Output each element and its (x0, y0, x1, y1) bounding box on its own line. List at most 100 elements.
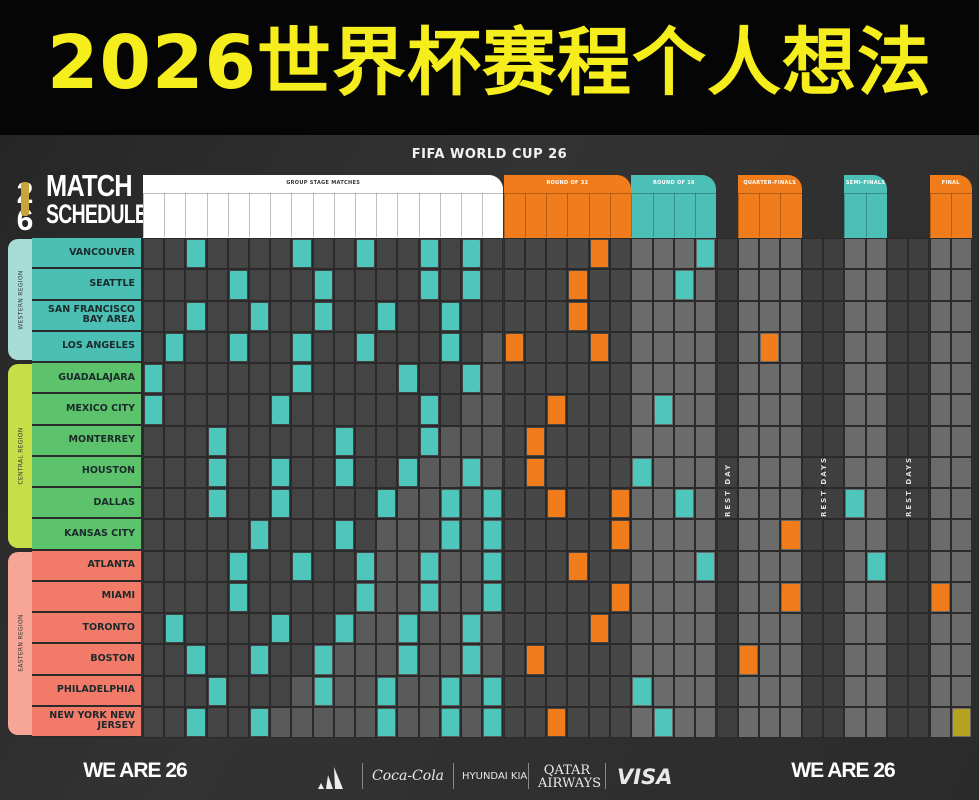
knockout-cell (652, 519, 674, 551)
group-cell (185, 269, 207, 301)
group-match-kansas-city (251, 521, 269, 549)
group-cell (143, 613, 165, 645)
group-cell (227, 706, 249, 738)
group-cell (270, 706, 292, 738)
knockout-cell (524, 394, 547, 426)
knockout-cell (865, 456, 887, 488)
knockout-cell (567, 456, 589, 488)
group-match-vancouver (420, 240, 438, 268)
city-label: MEXICO CITY (32, 394, 141, 426)
knockout-cell (759, 456, 781, 488)
date-column-header (865, 193, 888, 237)
group-cell (355, 519, 377, 551)
group-cell (397, 300, 419, 332)
knockout-cell (737, 363, 760, 395)
knockout-cell (610, 644, 632, 676)
knockout-cell (716, 581, 738, 613)
knockout-match-miami (612, 583, 630, 611)
group-cell (333, 706, 355, 738)
group-cell (164, 675, 186, 707)
city-label: MONTERREY (32, 425, 141, 457)
knockout-cell (886, 613, 909, 645)
group-cell (439, 269, 461, 301)
knockout-cell (865, 363, 887, 395)
group-cell (291, 675, 313, 707)
group-cell (397, 581, 419, 613)
knockout-cell (716, 613, 738, 645)
knockout-cell (908, 456, 930, 488)
knockout-cell (780, 550, 802, 582)
knockout-cell (844, 456, 866, 488)
group-cell (418, 300, 440, 332)
knockout-cell (737, 331, 760, 363)
group-cell (270, 300, 292, 332)
knockout-cell (759, 613, 781, 645)
group-match-mexico-city (272, 396, 290, 424)
group-cell (291, 519, 313, 551)
group-cell (206, 394, 228, 426)
knockout-cell (546, 613, 568, 645)
city-label: KANSAS CITY (32, 519, 141, 551)
group-cell (312, 456, 334, 488)
group-match-monterrey (335, 427, 353, 455)
knockout-cell (801, 488, 823, 520)
city-label: GUADALAJARA (32, 363, 141, 395)
group-cell (461, 675, 483, 707)
knockout-cell (737, 613, 760, 645)
knockout-cell (652, 269, 674, 301)
we-are-26-logo-left: WE ARE 26 (83, 759, 187, 782)
knockout-match-vancouver (697, 240, 715, 268)
knockout-cell (588, 706, 610, 738)
group-cell (355, 394, 377, 426)
knockout-cell (673, 425, 696, 457)
knockout-cell (908, 300, 930, 332)
group-cell (185, 456, 207, 488)
knockout-match-miami (931, 583, 949, 611)
date-column-header (397, 193, 420, 237)
knockout-cell (673, 613, 696, 645)
knockout-cell (886, 550, 909, 582)
group-match-new-york-new-jersey (251, 708, 269, 736)
knockout-cell (950, 519, 973, 551)
group-cell (355, 300, 377, 332)
knockout-cell (567, 394, 589, 426)
group-cell (185, 550, 207, 582)
group-cell (418, 363, 440, 395)
group-cell (164, 706, 186, 738)
group-cell (418, 488, 440, 520)
knockout-cell (610, 550, 632, 582)
group-cell (185, 394, 207, 426)
knockout-cell (780, 456, 802, 488)
knockout-match-philadelphia (633, 677, 651, 705)
date-column-header (376, 193, 399, 237)
knockout-cell (801, 425, 823, 457)
knockout-cell (588, 644, 610, 676)
knockout-cell (631, 581, 653, 613)
knockout-cell (908, 238, 930, 270)
group-cell (376, 238, 398, 270)
knockout-cell (950, 488, 973, 520)
knockout-cell (801, 394, 823, 426)
knockout-cell (865, 394, 887, 426)
group-cell (482, 425, 504, 457)
knockout-match-dallas (675, 490, 694, 518)
group-match-atlanta (229, 552, 247, 580)
knockout-cell (759, 238, 781, 270)
knockout-cell (631, 519, 653, 551)
group-cell (418, 706, 440, 738)
group-cell (185, 519, 207, 551)
knockout-cell (801, 581, 823, 613)
knockout-cell (652, 675, 674, 707)
group-cell (227, 363, 249, 395)
knockout-cell (716, 425, 738, 457)
group-cell (291, 613, 313, 645)
group-cell (439, 550, 461, 582)
group-cell (143, 581, 165, 613)
knockout-cell (929, 425, 951, 457)
group-cell (312, 550, 334, 582)
group-cell (312, 394, 334, 426)
knockout-cell (886, 331, 909, 363)
knockout-cell (908, 581, 930, 613)
group-cell (418, 519, 440, 551)
knockout-cell (610, 363, 632, 395)
